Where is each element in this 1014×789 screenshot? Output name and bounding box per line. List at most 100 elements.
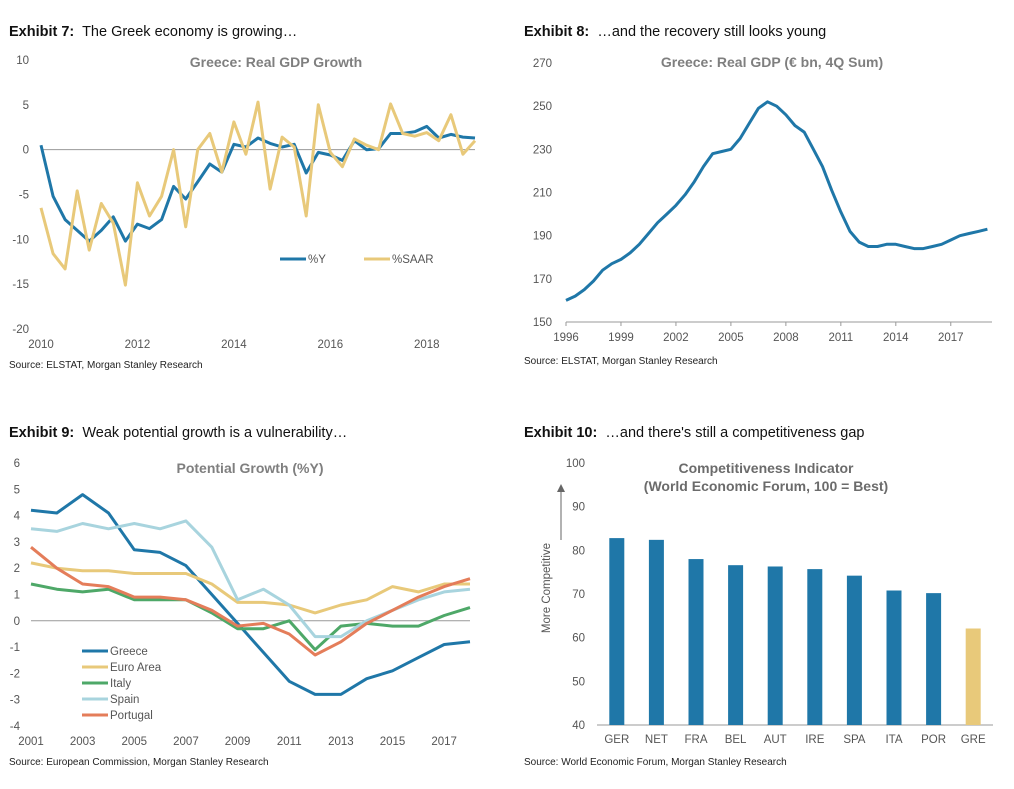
- chart9-xtick-label: 2009: [225, 736, 251, 748]
- chart9-xtick-label: 2015: [380, 736, 406, 748]
- chart9-ytick-label: 1: [14, 590, 20, 602]
- chart7-series-y: [39, 124, 476, 243]
- chart9-ytick-label: -1: [10, 642, 20, 654]
- exhibit-9-text: Weak potential growth is a vulnerability…: [82, 425, 348, 441]
- chart9-xtick-label: 2001: [18, 736, 44, 748]
- exhibit-7-title: Exhibit 7: The Greek economy is growing…: [9, 24, 297, 40]
- chart10-ytick-label: 70: [572, 589, 585, 601]
- chart10-xtick-label-spa: SPA: [843, 734, 865, 746]
- exhibit-7-label: Exhibit 7:: [9, 24, 75, 40]
- exhibit-8-source: Source: ELSTAT, Morgan Stanley Research: [524, 356, 718, 367]
- chart9-ytick-label: -2: [10, 668, 20, 680]
- chart9-ytick-label: 4: [14, 511, 21, 523]
- chart10-ylabel-arrow-head: [557, 484, 565, 492]
- chart10-bar-bel: [728, 565, 744, 725]
- chart9-xtick-label: 2013: [328, 736, 354, 748]
- chart10-xtick-label-ger: GER: [604, 734, 629, 746]
- chart9-xtick-label: 2007: [173, 736, 199, 748]
- chart7-legend-label-saar: %SAAR: [392, 254, 434, 266]
- chart10-ylabel: More Competitive: [541, 543, 553, 633]
- chart10-bar-ger: [609, 538, 625, 725]
- chart9-series-euroarea: [30, 561, 470, 615]
- exhibit-10-text: …and there's still a competitiveness gap: [605, 425, 865, 441]
- exhibit-8-text: …and the recovery still looks young: [597, 24, 827, 40]
- chart7-legend-label-y: %Y: [308, 254, 326, 266]
- chart7-ytick-label: -20: [12, 324, 29, 336]
- chart8-xtick-label: 2008: [773, 332, 799, 344]
- chart10-bar-spa: [846, 575, 862, 725]
- chart9-ytick-label: 3: [14, 537, 20, 549]
- chart10-bar-ita: [886, 590, 902, 725]
- chart10-bar-ire: [807, 569, 823, 725]
- chart8-xtick-label: 2005: [718, 332, 744, 344]
- chart10-xtick-label-ire: IRE: [805, 734, 825, 746]
- chart10-xtick-label-por: POR: [921, 734, 946, 746]
- chart9-legend-label-euroarea: Euro Area: [110, 662, 162, 674]
- chart10-ytick-label: 60: [572, 633, 585, 645]
- chart9-series-italy: [30, 582, 471, 652]
- chart7-ytick-label: -5: [19, 190, 29, 202]
- chart9-series-spain: [30, 519, 471, 639]
- chart10-title: Competitiveness Indicator: [678, 460, 854, 476]
- chart10-xtick-label-ita: ITA: [885, 734, 902, 746]
- chart10-ytick-label: 80: [572, 545, 585, 557]
- chart9-xtick-label: 2005: [121, 736, 147, 748]
- chart8-ytick-label: 190: [533, 231, 552, 243]
- chart9-series-greece: [30, 493, 471, 696]
- chart10-ytick-label: 90: [572, 502, 585, 514]
- exhibit-7-source: Source: ELSTAT, Morgan Stanley Research: [9, 360, 203, 371]
- chart10-bar-aut: [767, 566, 783, 725]
- chart9-ytick-label: 5: [14, 484, 20, 496]
- chart10-ytick-label: 100: [566, 458, 585, 470]
- chart7-xtick-label: 2016: [318, 339, 344, 351]
- chart7-ytick-label: 0: [23, 145, 29, 157]
- chart10-ytick-label: 50: [572, 676, 585, 688]
- chart9-ytick-label: 2: [14, 563, 20, 575]
- chart8-ytick-label: 170: [533, 274, 552, 286]
- chart10-bar-por: [926, 593, 942, 725]
- chart7-xtick-label: 2014: [221, 339, 247, 351]
- chart10-xtick-label-gre: GRE: [961, 734, 986, 746]
- chart8-ytick-label: 230: [533, 144, 552, 156]
- chart10-subtitle: (World Economic Forum, 100 = Best): [644, 478, 888, 494]
- chart7-xtick-label: 2012: [125, 339, 151, 351]
- chart8-ytick-label: 150: [533, 317, 552, 329]
- exhibit-7-text: The Greek economy is growing…: [82, 24, 298, 40]
- chart8-xtick-label: 2011: [828, 332, 853, 344]
- chart7-ytick-label: 10: [16, 55, 29, 67]
- chart9-xtick-label: 2017: [431, 736, 457, 748]
- chart7-xtick-label: 2010: [28, 339, 54, 351]
- chart10-xtick-label-net: NET: [645, 734, 668, 746]
- exhibit-9-label: Exhibit 9:: [9, 425, 75, 441]
- chart10-xtick-label-bel: BEL: [725, 734, 747, 746]
- chart10-bar-net: [648, 539, 664, 725]
- exhibit-10-source: Source: World Economic Forum, Morgan Sta…: [524, 757, 787, 768]
- chart9-legend-label-spain: Spain: [110, 694, 139, 706]
- chart8-xtick-label: 2017: [938, 332, 964, 344]
- chart9-xtick-label: 2003: [70, 736, 96, 748]
- chart7-ytick-label: -15: [12, 279, 29, 291]
- chart9-ytick-label: 6: [14, 458, 20, 470]
- chart10-xtick-label-fra: FRA: [685, 734, 708, 746]
- chart8-ytick-label: 210: [533, 188, 552, 200]
- chart10-bar-gre: [965, 628, 981, 725]
- chart9-legend-label-italy: Italy: [110, 678, 131, 690]
- chart7-series-saar: [39, 100, 477, 287]
- chart9-ytick-label: 0: [14, 616, 20, 628]
- chart9-series-portugal: [30, 546, 471, 657]
- chart8-ytick-label: 250: [533, 101, 552, 113]
- exhibit-8-title: Exhibit 8: …and the recovery still looks…: [524, 24, 826, 40]
- chart7-xtick-label: 2018: [414, 339, 440, 351]
- chart9-ytick-label: -3: [10, 695, 20, 707]
- chart7-ytick-label: 5: [23, 100, 29, 112]
- chart8-xtick-label: 1996: [553, 332, 579, 344]
- exhibit-9-title: Exhibit 9: Weak potential growth is a vu…: [9, 425, 347, 441]
- chart8-xtick-label: 2014: [883, 332, 909, 344]
- chart8-xtick-label: 2002: [663, 332, 689, 344]
- chart8-ytick-label: 270: [533, 58, 552, 70]
- chart9-legend-label-greece: Greece: [110, 646, 148, 658]
- chart10-xtick-label-aut: AUT: [764, 734, 787, 746]
- chart8-xtick-label: 1999: [608, 332, 634, 344]
- chart7-title: Greece: Real GDP Growth: [190, 54, 362, 70]
